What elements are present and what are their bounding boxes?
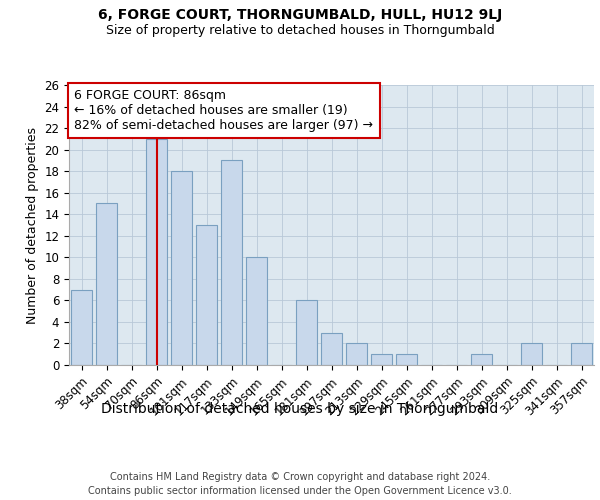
- Bar: [521, 344, 542, 365]
- Text: Size of property relative to detached houses in Thorngumbald: Size of property relative to detached ho…: [106, 24, 494, 37]
- Bar: [346, 344, 367, 365]
- Text: Contains HM Land Registry data © Crown copyright and database right 2024.: Contains HM Land Registry data © Crown c…: [110, 472, 490, 482]
- Bar: [171, 171, 192, 365]
- Text: 6, FORGE COURT, THORNGUMBALD, HULL, HU12 9LJ: 6, FORGE COURT, THORNGUMBALD, HULL, HU12…: [98, 8, 502, 22]
- Bar: [321, 332, 342, 365]
- Text: Contains public sector information licensed under the Open Government Licence v3: Contains public sector information licen…: [88, 486, 512, 496]
- Bar: [471, 354, 492, 365]
- Bar: [296, 300, 317, 365]
- Text: Distribution of detached houses by size in Thorngumbald: Distribution of detached houses by size …: [101, 402, 499, 416]
- Bar: [246, 258, 267, 365]
- Bar: [96, 204, 117, 365]
- Bar: [221, 160, 242, 365]
- Y-axis label: Number of detached properties: Number of detached properties: [26, 126, 39, 324]
- Bar: [371, 354, 392, 365]
- Bar: [71, 290, 92, 365]
- Bar: [396, 354, 417, 365]
- Bar: [146, 139, 167, 365]
- Text: 6 FORGE COURT: 86sqm
← 16% of detached houses are smaller (19)
82% of semi-detac: 6 FORGE COURT: 86sqm ← 16% of detached h…: [74, 89, 373, 132]
- Bar: [196, 225, 217, 365]
- Bar: [571, 344, 592, 365]
